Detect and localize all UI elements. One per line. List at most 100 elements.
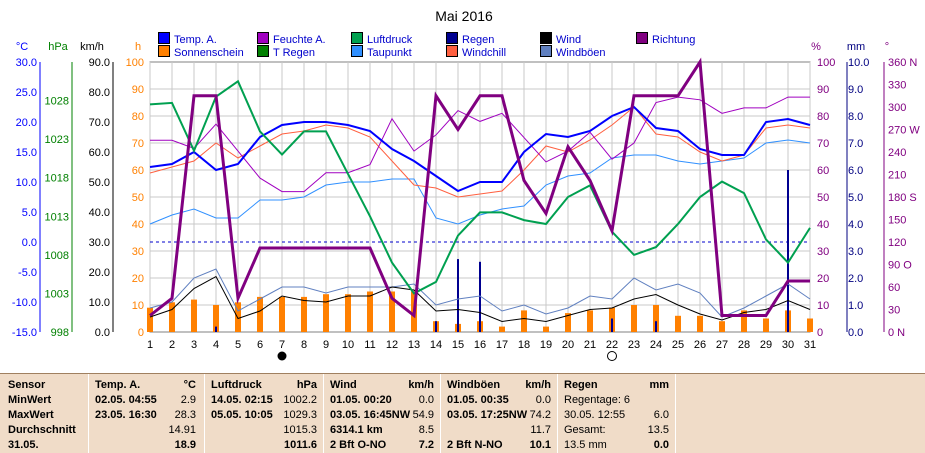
temp-axis-tick: 20.0 [16, 117, 37, 129]
stats-unit-temp: °C [183, 379, 196, 391]
wind-axis-tick: 50.0 [89, 177, 110, 189]
direction-axis-tick: 300 [888, 102, 906, 114]
humidity-axis-unit: % [811, 41, 821, 53]
stats-temp-column: Temp. A. °C 02.05. 04:55 2.9 23.05. 16:30 2… [88, 374, 204, 453]
rain-bar [215, 326, 217, 332]
stats-rain-column: Regen mm Regentage: 6 30.05. 12:55 6.0 Ges… [557, 374, 675, 453]
temp-axis-tick: -10.0 [12, 297, 37, 309]
rain-axis-tick: 4.0 [848, 219, 863, 231]
pressure-axis-tick: 1008 [45, 250, 69, 262]
direction-axis-tick: 240 [888, 147, 906, 159]
direction-axis-tick: 150 [888, 215, 906, 227]
humidity-axis-tick: 90 [817, 84, 829, 96]
x-tick-label: 8 [301, 339, 307, 351]
legend-label: Richtung [652, 34, 696, 46]
legend-swatch [446, 45, 458, 57]
rain-bar [435, 321, 437, 332]
x-tick-label: 23 [628, 339, 640, 351]
series-line-luftdruck [149, 79, 811, 295]
temp-max-time: 23.05. 16:30 [95, 409, 157, 421]
sunshine-bar [675, 315, 681, 332]
legend-item: Taupunkt [351, 45, 412, 59]
temp-max-value: 28.3 [174, 409, 196, 421]
stats-unit-rain: mm [649, 379, 669, 391]
direction-axis-tick: 60 [888, 282, 900, 294]
wind-axis-tick: 10.0 [89, 297, 110, 309]
legend-item: Luftdruck [351, 32, 412, 46]
wind-axis-tick: 20.0 [89, 267, 110, 279]
stats-gust-column: Windböen km/h 01.05. 00:35 0.0 03.05. 17:2… [440, 374, 557, 453]
humidity-axis-tick: 70 [817, 138, 829, 150]
x-tick-label: 21 [584, 339, 596, 351]
rain-axis-tick: 3.0 [848, 246, 863, 258]
temp-min-value: 2.9 [180, 394, 196, 406]
legend-swatch [158, 45, 170, 57]
legend-item: Wind [540, 32, 581, 46]
legend-swatch [158, 32, 170, 44]
stats-header-sensor: Sensor [8, 379, 46, 391]
sunshine-bar [235, 302, 241, 332]
x-tick-label: 13 [408, 339, 420, 351]
humidity-axis-tick: 50 [817, 192, 829, 204]
series-line-temp-a- [149, 105, 811, 193]
humidity-axis-tick: 0 [817, 327, 823, 339]
sunshine-axis-tick: 80 [132, 111, 144, 123]
rain-bar [457, 259, 459, 332]
sunshine-bar [741, 310, 747, 332]
gust-max-time: 03.05. 17:25NW [447, 409, 528, 421]
sunshine-axis-tick: 50 [132, 192, 144, 204]
x-tick-label: 29 [760, 339, 772, 351]
sunshine-bar [565, 313, 571, 332]
humidity-axis-tick: 100 [817, 57, 835, 69]
sunshine-axis-tick: 40 [132, 219, 144, 231]
humidity-axis-tick: 40 [817, 219, 829, 231]
temp-avg-value: 14.91 [168, 424, 196, 436]
temp-current-value: 18.9 [174, 439, 196, 451]
direction-axis-unit: ° [885, 41, 889, 53]
rain-total-value: 13.5 [647, 424, 669, 436]
pressure-max-value: 1029.3 [283, 409, 317, 421]
legend-item: Feuchte A. [257, 32, 326, 46]
direction-axis-tick: 210 [888, 170, 906, 182]
full-moon-icon [607, 351, 617, 361]
series-line-windb-en [149, 268, 811, 318]
pressure-axis-tick: 1013 [45, 211, 69, 223]
legend-item: T Regen [257, 45, 315, 59]
sunshine-axis-tick: 20 [132, 273, 144, 285]
wind-distance: 6314.1 km [330, 424, 383, 436]
pressure-axis-tick: 1028 [45, 96, 69, 108]
pressure-axis-tick: 998 [51, 327, 69, 339]
sunshine-bar [301, 296, 307, 332]
x-tick-label: 17 [496, 339, 508, 351]
x-tick-label: 15 [452, 339, 464, 351]
wind-axis-tick: 30.0 [89, 237, 110, 249]
x-tick-label: 4 [213, 339, 219, 351]
sunshine-bar [719, 321, 725, 332]
direction-axis-tick: 120 [888, 237, 906, 249]
gust-avg-value: 11.7 [530, 424, 551, 436]
series-line-wind [149, 275, 811, 323]
humidity-axis-tick: 30 [817, 246, 829, 258]
rain-axis-unit: mm [847, 41, 865, 53]
gust-min-value: 0.0 [535, 394, 551, 406]
legend-label: Wind [556, 34, 582, 46]
legend-label: Windböen [556, 47, 606, 59]
wind-axis-tick: 40.0 [89, 207, 110, 219]
humidity-axis-tick: 10 [817, 300, 829, 312]
direction-axis-tick: 270 W [888, 125, 920, 137]
legend-item: Windböen [540, 45, 606, 59]
sunshine-bar [587, 310, 593, 332]
rain-axis-tick: 9.0 [848, 84, 863, 96]
sunshine-axis-unit: h [135, 41, 141, 53]
wind-max-time: 03.05. 16:45NW [330, 409, 411, 421]
tick-labels: 30.025.020.015.010.05.00.0-5.0-10.0-15.0… [12, 57, 920, 361]
series-lines [149, 57, 811, 323]
humidity-axis-tick: 80 [817, 111, 829, 123]
x-tick-label: 20 [562, 339, 574, 351]
legend-swatch [540, 45, 552, 57]
direction-axis-tick: 330 [888, 80, 906, 92]
legend-label: Regen [462, 34, 495, 46]
temp-axis-tick: 30.0 [16, 57, 37, 69]
sunshine-bar [543, 326, 549, 332]
new-moon-icon [277, 351, 287, 361]
